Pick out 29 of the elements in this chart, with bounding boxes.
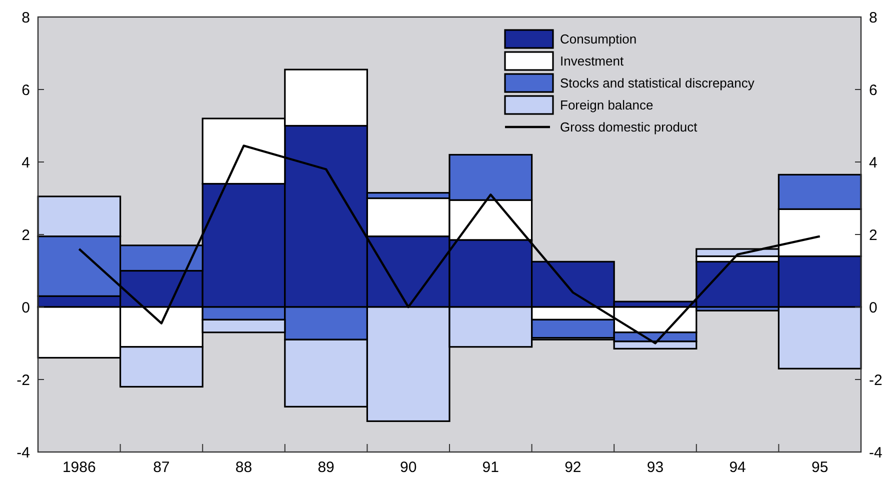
legend-label: Investment <box>560 54 624 69</box>
y-tick-label: 6 <box>22 82 30 99</box>
x-tick-label: 93 <box>646 459 664 476</box>
legend-label: Stocks and statistical discrepancy <box>560 76 755 91</box>
y2-tick-label: -2 <box>869 372 882 389</box>
legend-label: Consumption <box>560 32 637 47</box>
legend-label: Gross domestic product <box>560 120 698 135</box>
y2-tick-label: 4 <box>869 154 878 172</box>
y2-tick-label: -4 <box>869 444 882 462</box>
x-tick-label: 87 <box>153 459 170 476</box>
x-tick-label: 95 <box>812 459 828 476</box>
x-tick-label: 94 <box>729 459 746 476</box>
x-tick-label: 89 <box>318 459 334 476</box>
y2-tick-label: 0 <box>869 299 878 316</box>
y-tick-label: 2 <box>22 226 30 244</box>
y-tick-label: -2 <box>16 372 30 389</box>
x-tick-label: 91 <box>482 459 499 476</box>
x-tick-label: 1986 <box>62 459 96 476</box>
x-tick-label: 92 <box>564 459 582 476</box>
x-tick-label: 88 <box>235 459 252 476</box>
y-tick-label: -4 <box>16 444 30 462</box>
legend-label: Foreign balance <box>560 98 654 113</box>
y2-tick-label: 8 <box>869 9 878 26</box>
y2-tick-label: 2 <box>869 226 878 244</box>
x-tick-label: 90 <box>400 459 417 476</box>
y-tick-label: 0 <box>22 299 30 316</box>
y-tick-label: 8 <box>22 9 30 26</box>
y2-tick-label: 6 <box>869 82 878 99</box>
y-tick-label: 4 <box>22 154 30 172</box>
